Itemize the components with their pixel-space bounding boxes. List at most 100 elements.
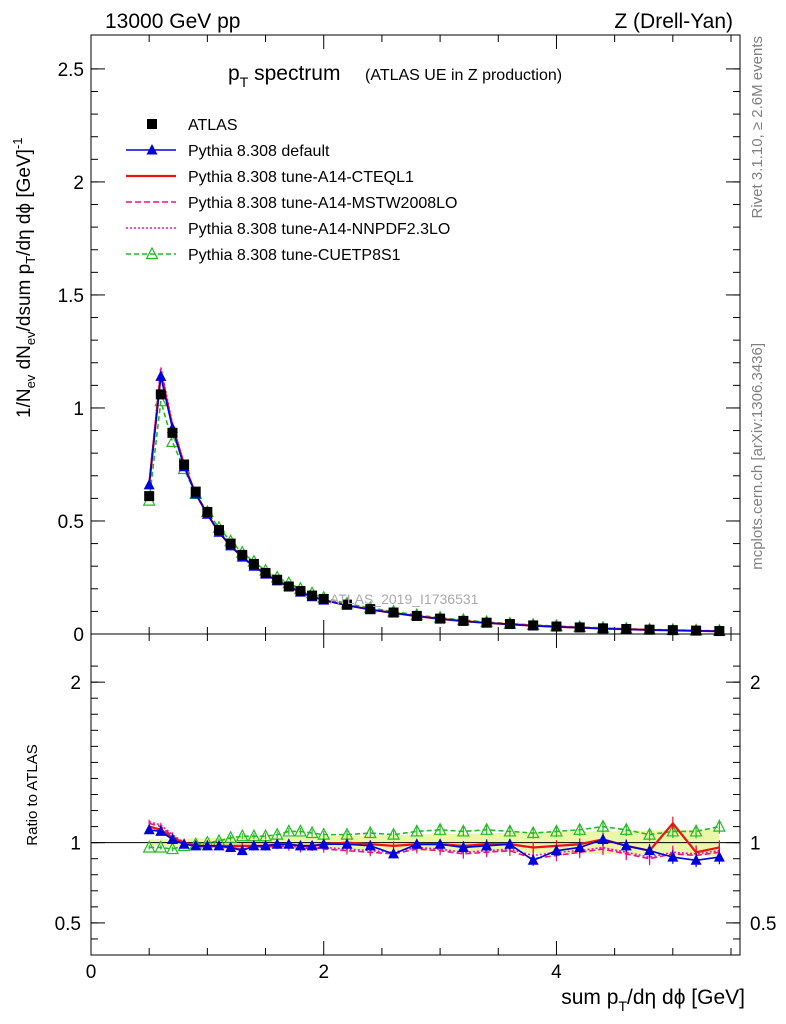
data-point: [435, 613, 446, 624]
ratio-data-point: [235, 828, 249, 842]
main-ytick-label: 1.5: [58, 286, 84, 307]
main-ytick-label: 0: [73, 625, 84, 646]
ratio-data-point: [283, 838, 295, 849]
main-ytick-label: 1: [73, 399, 84, 420]
ratio-data-point: [178, 838, 190, 849]
x-axis-label: sum pT/dη dϕ [GeV]: [561, 986, 745, 1014]
main-ytick-label: 2: [73, 173, 84, 194]
data-point: [504, 619, 515, 630]
ratio-data-point: [213, 839, 225, 851]
ratio-data-point: [643, 827, 657, 840]
ratio-data-point: [165, 841, 179, 855]
legend-label: Pythia 8.308 tune-CUETP8S1: [188, 247, 401, 264]
data-point: [307, 590, 318, 601]
data-point: [283, 581, 294, 592]
ratio-data-point: [411, 838, 423, 849]
data-point: [202, 506, 213, 517]
ratio-data-point: [712, 819, 726, 832]
ratio-data-point: [154, 840, 168, 853]
ratio-ytick-label: 2: [70, 673, 81, 694]
main-ylabel: 1/Nev dNev/dsum pT/dη dϕ [GeV]-1: [10, 138, 38, 419]
ratio-data-point: [480, 822, 494, 835]
data-point: [388, 607, 399, 618]
data-point: [214, 525, 224, 536]
data-point: [237, 549, 248, 560]
data-point: [667, 625, 678, 636]
ratio-xtick-label: 4: [551, 962, 562, 983]
ratio-xtick-label: 2: [318, 962, 329, 983]
ratio-data-point: [201, 839, 213, 851]
ratio-data-point: [363, 825, 377, 839]
ratio-plot-frame: [90, 633, 741, 956]
ratio-data-point: [364, 839, 376, 851]
ratio-plot-panel: 0.5 0.5 1 1 2 2 0 2 4 Ratio to ATLAS sum pT/dη d…: [24, 633, 776, 1014]
ratio-data-point: [457, 841, 469, 852]
ratio-data-point: [293, 824, 307, 837]
ratio-data-point: [596, 819, 610, 832]
legend-item: Pythia 8.308 tune-A14-CTEQL1: [126, 169, 414, 186]
ratio-data-point: [271, 838, 283, 849]
ratio-ytick-label-right: 2: [750, 673, 761, 694]
plot-subtitle: (ATLAS UE in Z production): [365, 67, 562, 84]
ratio-data-point: [504, 838, 516, 849]
ratio-data-point: [166, 833, 178, 844]
ratio-data-point: [282, 824, 296, 837]
legend: ATLAS Pythia 8.308 default Pythia 8.308 tu…: [126, 117, 457, 264]
main-plot-panel: 0 0.5 1 1.5 2 2.5 pT spectrum (ATLAS UE in Z …: [10, 34, 741, 646]
ratio-data-point: [306, 839, 318, 851]
data-point: [155, 370, 167, 381]
ratio-data-point: [481, 839, 493, 851]
data-point: [143, 478, 155, 490]
ratio-data-point: [667, 851, 679, 862]
ratio-data-point: [713, 851, 725, 862]
data-point: [574, 622, 585, 633]
ratio-data-point: [690, 854, 702, 865]
data-point: [225, 538, 236, 549]
ratio-data-point: [294, 839, 306, 851]
ratio-ytick-label-right: 0.5: [750, 914, 776, 935]
legend-marker: [146, 144, 158, 155]
ratio-data-point: [305, 825, 319, 839]
series-atlas: [144, 389, 725, 637]
ratio-data-point: [620, 839, 632, 851]
ratio-data-point: [550, 844, 562, 856]
ratio-data-point: [689, 824, 703, 837]
legend-label: Pythia 8.308 tune-A14-MSTW2008LO: [188, 195, 457, 212]
main-ytick-label: 2.5: [58, 60, 84, 81]
ratio-data-point: [434, 838, 446, 849]
data-point: [621, 624, 632, 635]
process-label: Z (Drell-Yan): [614, 10, 733, 33]
ratio-data-point: [619, 822, 633, 835]
energy-label: 13000 GeV pp: [105, 10, 240, 33]
ratio-ytick-label-right: 1: [750, 834, 761, 855]
analysis-watermark: ATLAS_2019_I1736531: [330, 591, 479, 607]
ratio-data-point: [597, 833, 609, 844]
legend-label: Pythia 8.308 tune-A14-CTEQL1: [188, 169, 414, 186]
ratio-data-point: [142, 840, 156, 853]
legend-item: Pythia 8.308 tune-A14-MSTW2008LO: [126, 195, 457, 212]
ratio-data-point: [456, 824, 470, 837]
ratio-ylabel: Ratio to ATLAS: [24, 744, 41, 845]
ratio-data-point: [190, 839, 202, 851]
legend-item: Pythia 8.308 tune-CUETP8S1: [126, 246, 401, 264]
mcplots-label: mcplots.cern.ch [arXiv:1306.3436]: [749, 343, 766, 570]
data-point: [644, 624, 655, 635]
data-point: [598, 623, 608, 634]
ratio-data-point: [574, 841, 586, 852]
data-point: [365, 604, 376, 615]
ratio-data-point: [260, 839, 272, 851]
data-point: [155, 389, 166, 400]
data-point: [481, 617, 492, 628]
ratio-ytick-label: 1: [70, 834, 81, 855]
ratio-data-point: [225, 841, 237, 852]
legend-marker: [145, 246, 159, 260]
main-ytick-label: 0.5: [58, 512, 84, 533]
ratio-data-point: [644, 844, 656, 856]
legend-label: Pythia 8.308 default: [188, 143, 330, 160]
legend-item: Pythia 8.308 default: [126, 143, 330, 160]
data-point: [167, 427, 178, 438]
data-point: [260, 567, 271, 578]
rivet-version-label: Rivet 3.1.10, ≥ 2.6M events: [749, 36, 766, 219]
data-point: [295, 586, 306, 597]
